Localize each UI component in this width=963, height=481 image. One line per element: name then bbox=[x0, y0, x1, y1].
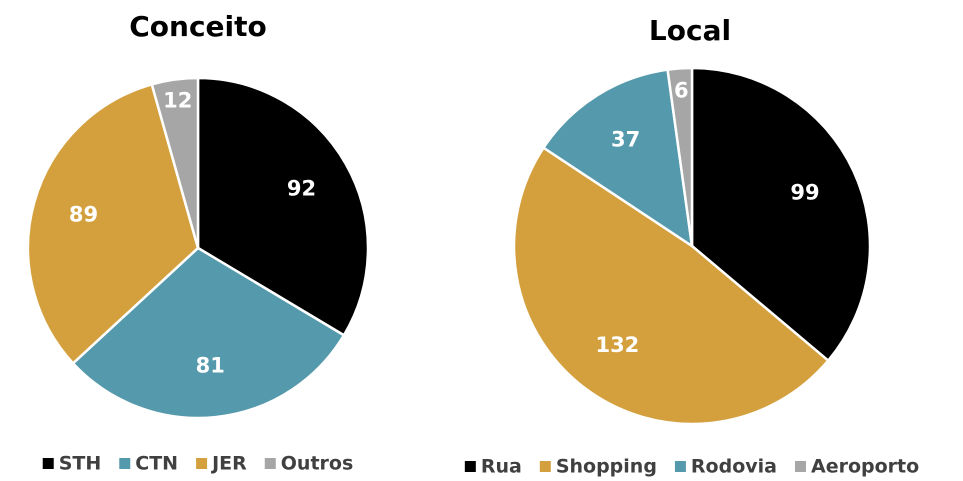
pie-slice bbox=[71, 246, 346, 420]
legend-label: STH bbox=[59, 453, 102, 475]
data-label: 92 bbox=[287, 176, 316, 200]
legend-swatch bbox=[264, 458, 276, 469]
data-label: 12 bbox=[163, 88, 192, 112]
legend-label: Shopping bbox=[556, 456, 657, 478]
data-label: 37 bbox=[611, 128, 640, 152]
pie-slice bbox=[690, 66, 872, 363]
legend-label: JER bbox=[210, 453, 247, 475]
pie-slice bbox=[666, 66, 694, 247]
legend-swatch bbox=[794, 461, 806, 472]
pie-slice bbox=[26, 82, 200, 366]
pie-slice bbox=[196, 76, 370, 337]
chart-title: Conceito bbox=[129, 10, 267, 43]
data-label: 89 bbox=[69, 203, 98, 227]
legend-swatch bbox=[196, 458, 208, 469]
legend-label: Rodovia bbox=[691, 456, 777, 478]
legend-swatch bbox=[674, 461, 686, 472]
legend-label: Outros bbox=[281, 453, 354, 475]
data-label: 6 bbox=[674, 79, 689, 103]
data-label: 99 bbox=[790, 180, 819, 204]
pie-slice bbox=[150, 76, 200, 249]
legend-label: Rua bbox=[481, 456, 522, 478]
pie-slice bbox=[512, 146, 830, 426]
data-label: 81 bbox=[196, 353, 225, 377]
legend-swatch bbox=[119, 458, 131, 469]
legend-swatch bbox=[42, 458, 54, 469]
chart-title: Local bbox=[649, 14, 731, 47]
legend-label: CTN bbox=[135, 453, 178, 475]
legend-swatch bbox=[539, 461, 551, 472]
data-label: 132 bbox=[595, 333, 639, 357]
legend-swatch bbox=[464, 461, 476, 472]
pie-slice bbox=[541, 68, 694, 249]
legend-label: Aeroporto bbox=[811, 456, 919, 478]
